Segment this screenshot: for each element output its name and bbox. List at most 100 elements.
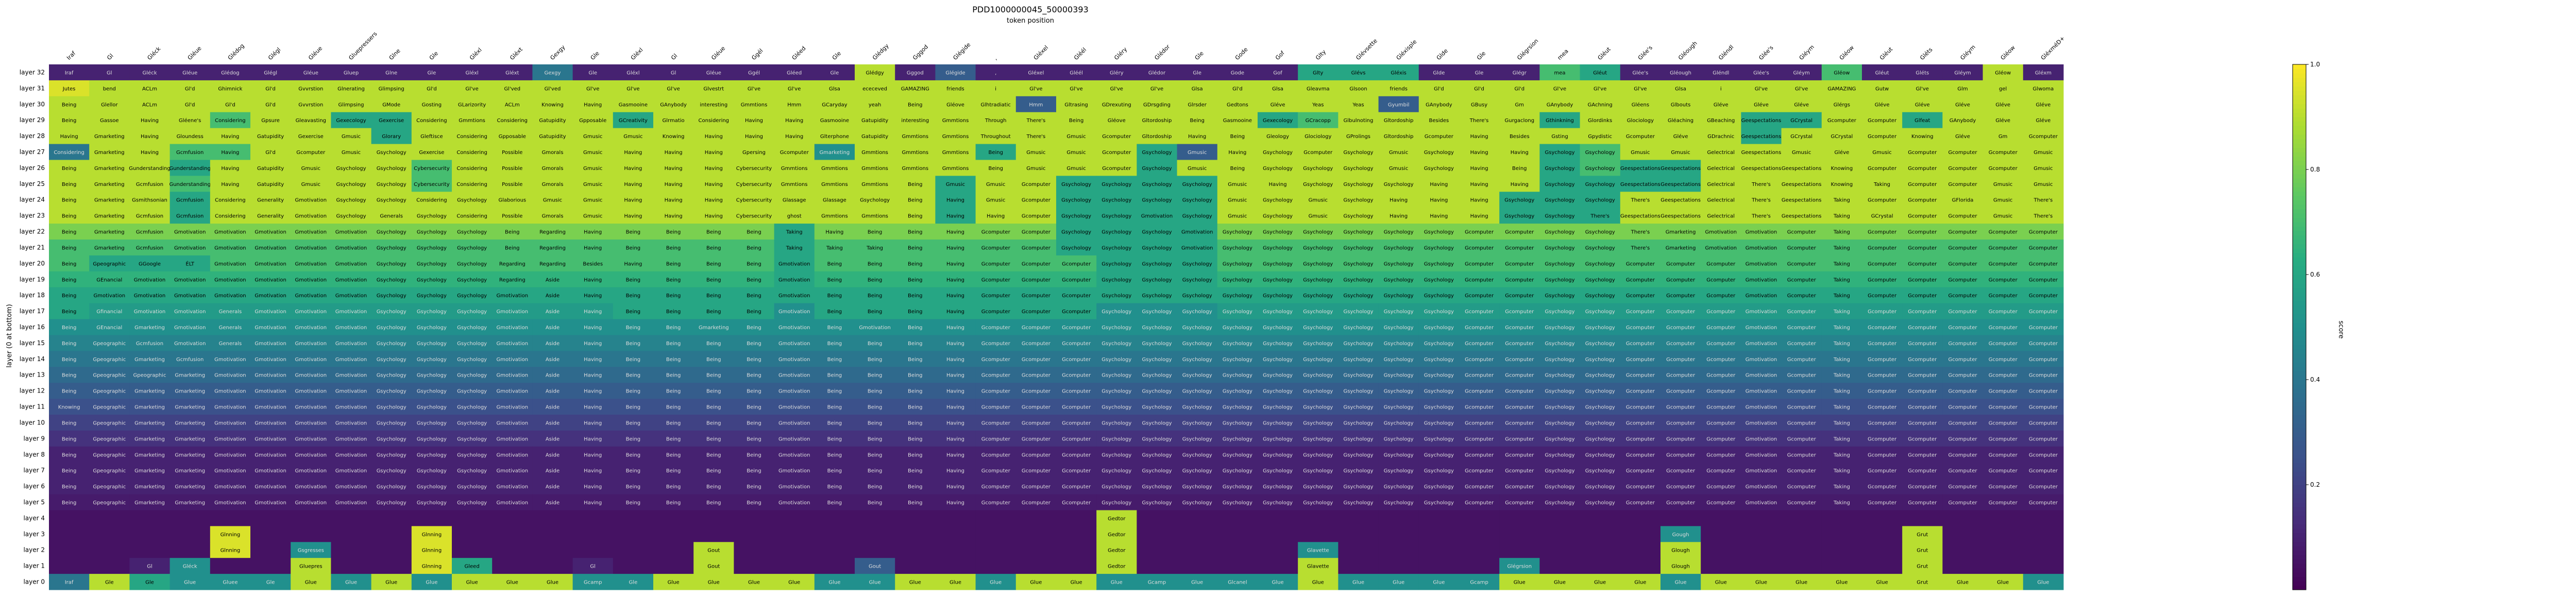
cell-token-label: Glue — [1795, 580, 1807, 586]
y-tick-label: layer 29 — [20, 116, 45, 124]
heatmap-cell — [653, 96, 694, 113]
cell-token-label: Gcomputer — [1022, 405, 1051, 411]
cell-token-label: Gl'd — [1434, 86, 1444, 92]
cell-token-label: Taking — [1833, 484, 1850, 490]
cell-token-label: Gsychology — [377, 436, 406, 442]
cell-token-label: Being — [868, 277, 882, 283]
cell-token-label: Gcomputer — [1465, 325, 1494, 331]
cell-token-label: Gmotivation — [295, 500, 327, 506]
cell-token-label: Having — [946, 500, 964, 506]
cell-token-label: Gcomputer — [1505, 420, 1534, 426]
cell-token-label: Considering — [456, 134, 487, 140]
cell-token-label: Gcomputer — [1787, 293, 1817, 299]
cell-token-label: Gsychology — [1344, 325, 1374, 331]
cell-token-label: Gvvrstion — [298, 102, 323, 108]
cell-token-label: Gsychology — [1101, 277, 1131, 283]
heatmap-cell — [170, 64, 211, 81]
cell-token-label: Gmarketing — [94, 134, 125, 140]
cell-token-label: Gcomputer — [1989, 261, 2018, 267]
cell-token-label: Gsychology — [457, 245, 487, 251]
heatmap-cell — [1459, 176, 1500, 192]
heatmap-cell — [1258, 510, 1298, 526]
cell-token-label: Gmarketing — [94, 230, 125, 235]
cell-token-label: Gléve — [1955, 101, 1970, 108]
cell-token-label: Having — [141, 118, 159, 124]
heatmap-cell — [1701, 64, 1741, 81]
heatmap-cell — [693, 80, 734, 97]
heatmap-cell — [1258, 144, 1298, 160]
colorbar-segment — [2293, 555, 2306, 559]
heatmap-cell — [49, 208, 90, 224]
cell-token-label: Gmotivation — [335, 468, 367, 474]
cell-token-label: Gsychology — [1223, 245, 1252, 251]
cell-token-label: Gsychology — [1344, 452, 1374, 458]
heatmap-cell — [1258, 64, 1298, 81]
heatmap-cell — [1620, 144, 1661, 160]
cell-token-label: GCrystal — [1790, 118, 1812, 124]
cell-token-label: Gsychology — [377, 341, 406, 347]
cell-token-label: Gsychology — [417, 325, 447, 331]
cell-token-label: Gmmtions — [902, 166, 928, 172]
cell-token-label: Glavette — [1307, 548, 1329, 554]
y-tick-label: layer 17 — [20, 308, 45, 315]
cell-token-label: Gsychology — [1223, 484, 1252, 490]
cell-token-label: Being — [868, 293, 882, 299]
cell-token-label: Gcomputer — [1505, 293, 1534, 299]
heatmap-cell — [331, 176, 372, 192]
cell-token-label: ÉLT — [185, 260, 195, 267]
colorbar-segment — [2293, 191, 2306, 196]
cell-token-label: Gcomputer — [1062, 277, 1091, 283]
cell-token-label: Being — [626, 373, 640, 379]
cell-token-label: Gcomputer — [1787, 405, 1817, 411]
cell-token-label: Gcomputer — [1868, 261, 1897, 267]
cell-token-label: Taking — [786, 230, 803, 235]
cell-token-label: Gcomputer — [1948, 261, 1978, 267]
cell-token-label: Having — [946, 389, 964, 395]
cell-token-label: Gsychology — [1142, 182, 1172, 187]
heatmap-cell — [1660, 144, 1701, 160]
heatmap-cell — [1258, 80, 1298, 97]
x-tick-label: Glde — [1435, 47, 1449, 61]
heatmap-cell — [1338, 558, 1379, 574]
x-tick-label: Gléxt — [509, 46, 524, 61]
cell-token-label: Gsychology — [377, 468, 406, 474]
heatmap-cell — [1902, 510, 1943, 526]
cell-token-label: Gléow — [1834, 70, 1850, 76]
heatmap-cell — [975, 112, 1016, 129]
cell-token-label: Gsychology — [1424, 484, 1454, 490]
cell-token-label: Taking — [1833, 436, 1850, 442]
heatmap-cell — [291, 176, 331, 192]
heatmap-cell — [1137, 96, 1178, 113]
cell-token-label: Gléve — [1794, 101, 1809, 108]
colorbar-segment — [2293, 270, 2306, 275]
heatmap-cell — [572, 176, 614, 192]
cell-token-label: Glde — [1433, 70, 1445, 76]
cell-token-label: Gcomputer — [1868, 484, 1897, 490]
x-axis-label: token position — [1007, 17, 1054, 25]
cell-token-label: Gmmtions — [942, 134, 969, 140]
cell-token-label: Gléxt — [505, 70, 519, 76]
cell-token-label: Gl'd — [1474, 86, 1484, 92]
colorbar-segment — [2293, 91, 2306, 95]
x-tick-label: Gl — [670, 53, 679, 61]
cell-token-label: Gmotivation — [1745, 500, 1777, 506]
cell-token-label: Being — [62, 102, 76, 108]
cell-token-label: Gsychology — [1142, 373, 1172, 379]
heatmap-cell — [1781, 128, 1822, 145]
heatmap-cell — [1499, 526, 1540, 542]
heatmap-cell — [855, 112, 895, 129]
x-tick-label: Glédor — [1153, 43, 1171, 61]
colorbar-segment — [2293, 362, 2306, 367]
cell-token-label: Glough — [1671, 548, 1690, 554]
cell-token-label: Gsychology — [1384, 293, 1414, 299]
cell-token-label: Gle — [1475, 70, 1484, 76]
heatmap-cell — [572, 64, 614, 81]
heatmap-cell — [1177, 112, 1218, 129]
cell-token-label: Gsychology — [1223, 230, 1252, 235]
cell-token-label: Generality — [257, 198, 284, 203]
cell-token-label: Gsychology — [1303, 245, 1333, 251]
cell-token-label: Being — [827, 405, 842, 411]
heatmap-cell — [693, 128, 734, 145]
cell-token-label: Gmotivation — [778, 420, 810, 426]
cell-token-label: Being — [62, 309, 76, 315]
